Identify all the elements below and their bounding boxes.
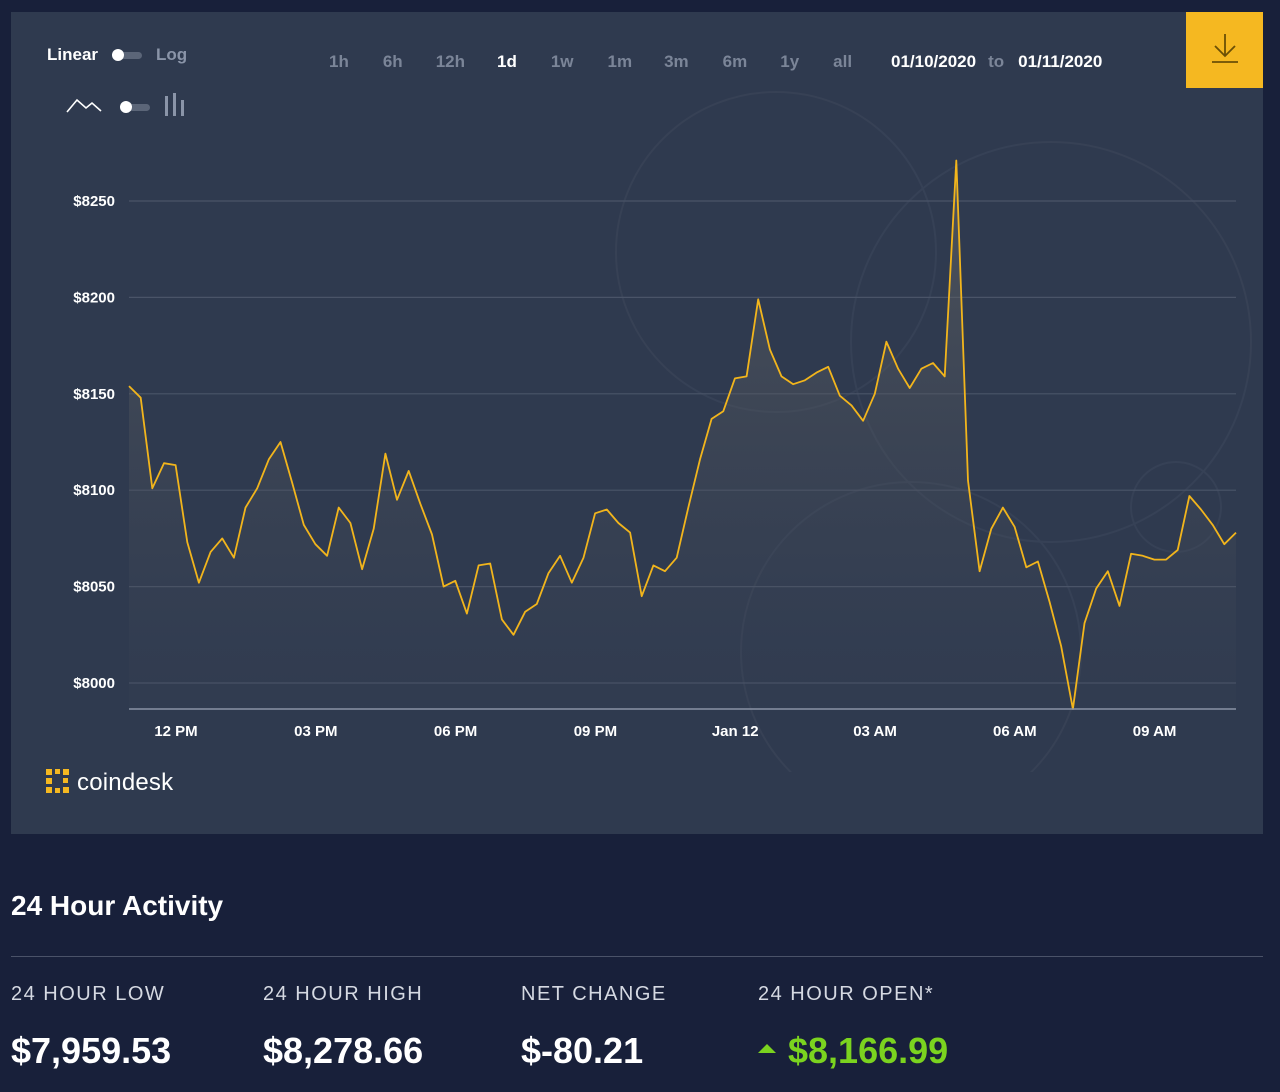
x-tick-label: 03 AM (853, 723, 897, 740)
coindesk-logo-text: coindesk (77, 769, 174, 796)
chart-type-switch[interactable] (120, 101, 150, 113)
activity-title: 24 Hour Activity (11, 890, 224, 921)
stat-label: NET CHANGE (521, 983, 667, 1005)
date-to-input[interactable]: 01/11/2020 (1018, 52, 1103, 71)
download-button[interactable] (1186, 12, 1263, 88)
scale-switch[interactable] (112, 49, 143, 61)
up-arrow-icon (758, 1043, 776, 1053)
x-tick-label: Jan 12 (712, 723, 759, 740)
stat-label: 24 HOUR OPEN* (758, 983, 935, 1005)
range-tab-6h[interactable]: 6h (382, 52, 403, 71)
price-chart[interactable]: $8000 $8050 $8100 $8150 $8200 $8250 12 PM 03 P… (11, 12, 1263, 772)
y-axis: $8000 $8050 $8100 $8150 $8200 $8250 (73, 193, 115, 692)
switch-track (120, 104, 150, 111)
x-tick-label: 03 PM (294, 723, 337, 740)
stat-value: $8,166.99 (788, 1030, 949, 1071)
stat-24h-low: 24 HOUR LOW $7,959.53 (11, 983, 171, 1072)
scale-log-label[interactable]: Log (156, 45, 188, 64)
stat-24h-high: 24 HOUR HIGH $8,278.66 (263, 983, 423, 1072)
activity-divider (11, 956, 1263, 957)
range-tab-1h[interactable]: 1h (329, 52, 349, 71)
stat-24h-open: 24 HOUR OPEN* $8,166.99 (758, 983, 948, 1072)
stat-value: $7,959.53 (11, 1030, 172, 1071)
range-tab-1y[interactable]: 1y (780, 52, 800, 71)
coindesk-logo-icon (45, 768, 71, 799)
date-from-input[interactable]: 01/10/2020 (891, 52, 977, 71)
range-tab-3m[interactable]: 3m (664, 52, 689, 71)
scale-toggle[interactable]: Linear Log (47, 45, 187, 65)
range-tab-all[interactable]: all (833, 52, 853, 71)
price-area (129, 160, 1236, 709)
stat-value: $-80.21 (521, 1030, 644, 1071)
switch-track (112, 52, 143, 59)
price-line (128, 159, 1237, 710)
range-tab-6m[interactable]: 6m (722, 52, 748, 71)
x-tick-label: 12 PM (154, 723, 197, 740)
y-tick-label: $8150 (73, 386, 115, 403)
time-range-tabs: 1h 6h 12h 1d 1w 1m 3m 6m 1y all (329, 50, 852, 74)
range-tab-12h[interactable]: 12h (435, 52, 465, 71)
x-tick-label: 09 AM (1133, 723, 1177, 740)
x-axis: 12 PM 03 PM 06 PM 09 PM Jan 12 03 AM 06 AM 09 A… (154, 723, 1176, 740)
x-tick-label: 06 AM (993, 723, 1037, 740)
download-icon (1209, 31, 1241, 70)
price-chart-panel: Linear Log 1h 6h 12h 1d 1w 1m 3m 6m 1y a… (11, 12, 1263, 834)
stat-label: 24 HOUR HIGH (263, 983, 424, 1005)
switch-knob (120, 101, 132, 113)
x-tick-label: 06 PM (434, 723, 477, 740)
candlestick-chart-icon[interactable] (164, 92, 186, 123)
range-tab-1w[interactable]: 1w (550, 52, 574, 71)
y-tick-label: $8200 (73, 289, 115, 306)
y-tick-label: $8250 (73, 193, 115, 210)
y-tick-label: $8000 (73, 675, 115, 692)
y-tick-label: $8100 (73, 482, 115, 499)
stat-value-row: $8,166.99 (758, 1030, 948, 1072)
chart-type-toggle[interactable] (66, 92, 186, 123)
stat-net-change: NET CHANGE $-80.21 (521, 983, 667, 1072)
range-tab-1d[interactable]: 1d (496, 52, 517, 71)
line-chart-icon[interactable] (66, 95, 102, 120)
coindesk-logo[interactable]: coindesk (45, 768, 173, 798)
date-to-word: to (988, 52, 1005, 71)
range-tab-1m[interactable]: 1m (607, 52, 633, 71)
y-tick-label: $8050 (73, 579, 115, 596)
stat-label: 24 HOUR LOW (11, 983, 166, 1005)
switch-knob (112, 49, 125, 61)
x-tick-label: 09 PM (574, 723, 617, 740)
stat-value: $8,278.66 (263, 1030, 424, 1071)
date-range: 01/10/2020 to 01/11/2020 (891, 50, 1102, 74)
scale-linear-label[interactable]: Linear (47, 45, 99, 64)
